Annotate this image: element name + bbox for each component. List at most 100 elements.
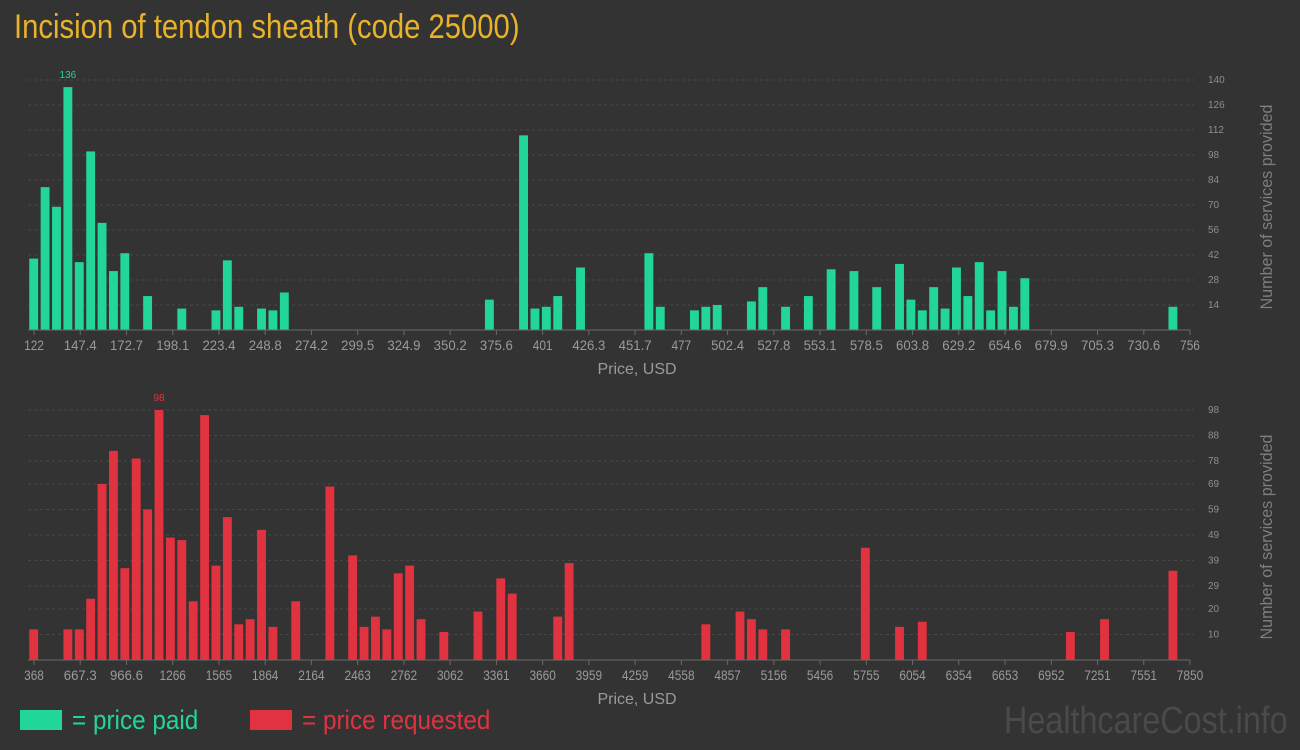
bar-paid <box>986 310 996 330</box>
max-value-label-paid: 136 <box>60 70 77 81</box>
x-tick-label-requested: 1565 <box>206 667 233 683</box>
bar-paid <box>712 305 722 330</box>
bar-paid <box>86 151 96 330</box>
x-axis-title-requested: Price, USD <box>597 691 676 708</box>
bar-paid <box>576 267 585 330</box>
bar-requested <box>74 629 84 660</box>
bar-paid <box>758 287 768 330</box>
bar-paid <box>63 87 73 331</box>
bar-requested <box>553 616 563 660</box>
x-tick-label-paid: 629.2 <box>942 337 975 353</box>
legend-price-paid: = price paid <box>20 704 212 736</box>
x-tick-label-requested: 3660 <box>529 667 556 683</box>
y-tick-label-requested: 20 <box>1208 604 1220 615</box>
bar-paid <box>826 269 836 330</box>
x-tick-label-requested: 4857 <box>714 667 741 683</box>
bar-paid <box>1008 306 1018 330</box>
bar-paid <box>108 271 118 330</box>
bar-paid <box>52 206 61 330</box>
y-axis-title-paid: Number of services provided <box>1257 105 1276 310</box>
bar-paid <box>644 253 654 330</box>
bar-paid <box>917 310 927 330</box>
bar-requested <box>257 529 266 660</box>
x-tick-label-paid: 705.3 <box>1081 337 1114 353</box>
x-tick-label-paid: 426.3 <box>572 337 605 353</box>
bar-requested <box>143 509 153 660</box>
bar-requested <box>416 619 426 660</box>
x-tick-label-paid: 603.8 <box>896 337 929 353</box>
bar-requested <box>701 624 711 660</box>
bar-requested <box>1065 631 1075 660</box>
bar-requested <box>735 611 745 660</box>
x-tick-label-requested: 3361 <box>483 667 510 683</box>
bar-requested <box>895 626 904 660</box>
x-tick-label-paid: 654.6 <box>989 337 1022 353</box>
bar-paid <box>963 296 973 330</box>
bar-requested <box>382 629 392 660</box>
bar-paid <box>143 296 153 330</box>
legend-label-requested: = price requested <box>302 704 491 735</box>
y-tick-label-paid: 126 <box>1208 100 1225 111</box>
legend-label-paid: = price paid <box>72 704 199 735</box>
bar-paid <box>519 135 529 330</box>
bar-paid <box>257 308 266 330</box>
x-tick-label-paid: 198.1 <box>156 337 189 353</box>
x-tick-label-requested: 4558 <box>668 667 695 683</box>
bar-paid <box>279 292 289 330</box>
bar-requested <box>63 629 73 660</box>
y-tick-label-paid: 42 <box>1208 250 1220 261</box>
x-tick-label-paid: 375.6 <box>480 337 513 353</box>
x-tick-label-paid: 299.5 <box>341 337 374 353</box>
chart-title: Incision of tendon sheath (code 25000) <box>14 8 520 46</box>
x-tick-label-paid: 451.7 <box>619 337 652 353</box>
x-tick-label-requested: 368 <box>24 667 44 683</box>
x-tick-label-requested: 1864 <box>252 667 279 683</box>
bar-paid <box>29 258 39 330</box>
bar-paid <box>746 301 756 330</box>
bar-requested <box>291 601 301 660</box>
bar-paid <box>40 187 50 330</box>
x-tick-label-requested: 6054 <box>899 667 926 683</box>
bar-paid <box>484 299 494 330</box>
bar-requested <box>120 568 130 660</box>
y-tick-label-paid: 14 <box>1208 300 1220 311</box>
bar-requested <box>496 578 506 660</box>
bar-paid <box>974 262 984 330</box>
bar-requested <box>371 616 380 660</box>
x-tick-label-requested: 5156 <box>761 667 788 683</box>
bar-paid <box>211 310 221 330</box>
x-tick-label-requested: 7251 <box>1084 667 1111 683</box>
watermark: HealthcareCost.info <box>1004 700 1288 742</box>
bar-requested <box>177 540 187 660</box>
x-tick-label-paid: 679.9 <box>1035 337 1068 353</box>
bar-requested <box>781 629 791 660</box>
bar-paid <box>1168 306 1178 330</box>
x-tick-label-requested: 2164 <box>298 667 325 683</box>
x-tick-label-paid: 223.4 <box>202 337 235 353</box>
x-tick-label-paid: 401 <box>533 337 553 353</box>
bar-paid <box>929 287 939 330</box>
bar-paid <box>541 306 551 330</box>
bar-paid <box>74 262 84 330</box>
bar-requested <box>1100 619 1110 660</box>
x-tick-label-paid: 248.8 <box>249 337 282 353</box>
bar-requested <box>200 415 210 660</box>
x-tick-label-requested: 966.6 <box>110 667 143 683</box>
x-tick-label-paid: 502.4 <box>711 337 744 353</box>
x-tick-label-paid: 730.6 <box>1127 337 1160 353</box>
x-tick-label-requested: 4259 <box>622 667 649 683</box>
max-value-label-requested: 98 <box>153 393 165 404</box>
bar-requested <box>393 573 403 660</box>
bar-requested <box>165 537 175 660</box>
bar-requested <box>245 619 255 660</box>
bar-requested <box>473 611 483 660</box>
bar-paid <box>952 267 961 330</box>
bar-requested <box>564 563 574 660</box>
y-tick-label-paid: 140 <box>1208 75 1225 86</box>
x-tick-label-paid: 553.1 <box>804 337 837 353</box>
bar-requested <box>507 593 517 660</box>
bar-paid <box>553 296 563 330</box>
bar-paid <box>97 222 107 330</box>
y-tick-label-paid: 98 <box>1208 150 1220 161</box>
y-tick-label-requested: 10 <box>1208 629 1220 640</box>
